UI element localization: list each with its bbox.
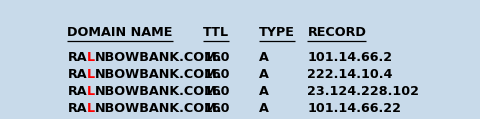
Text: RA: RA <box>67 85 87 98</box>
Text: L: L <box>87 51 95 64</box>
Text: A: A <box>259 51 269 64</box>
Text: NBOWBANK.COM.: NBOWBANK.COM. <box>95 102 223 115</box>
Text: L: L <box>87 85 95 98</box>
Text: 101.14.66.22: 101.14.66.22 <box>307 102 401 115</box>
Text: NBOWBANK.COM.: NBOWBANK.COM. <box>95 85 223 98</box>
Text: L: L <box>87 68 95 81</box>
Text: NBOWBANK.COM.: NBOWBANK.COM. <box>95 51 223 64</box>
Text: 222.14.10.4: 222.14.10.4 <box>307 68 393 81</box>
Text: RA: RA <box>67 102 87 115</box>
Text: RA: RA <box>67 68 87 81</box>
Text: RA: RA <box>67 51 87 64</box>
Text: RECORD: RECORD <box>307 26 366 39</box>
Text: 160: 160 <box>203 68 230 81</box>
Text: 160: 160 <box>203 85 230 98</box>
Text: L: L <box>87 102 95 115</box>
Text: TYPE: TYPE <box>259 26 295 39</box>
Text: A: A <box>259 102 269 115</box>
Text: NBOWBANK.COM.: NBOWBANK.COM. <box>95 68 223 81</box>
Text: DOMAIN NAME: DOMAIN NAME <box>67 26 173 39</box>
Text: 101.14.66.2: 101.14.66.2 <box>307 51 393 64</box>
Text: 160: 160 <box>203 102 230 115</box>
Text: A: A <box>259 85 269 98</box>
Text: 23.124.228.102: 23.124.228.102 <box>307 85 420 98</box>
Text: TTL: TTL <box>203 26 229 39</box>
Text: A: A <box>259 68 269 81</box>
Text: 160: 160 <box>203 51 230 64</box>
